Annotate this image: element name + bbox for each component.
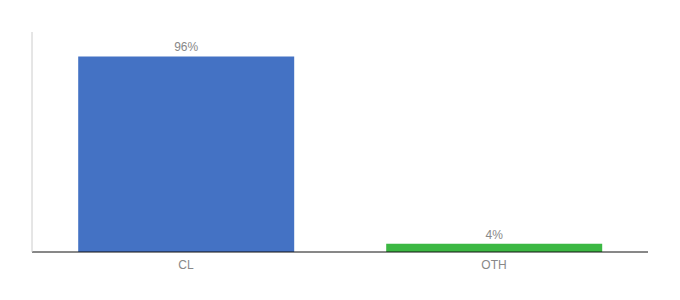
- svg-text:CL: CL: [178, 258, 194, 272]
- svg-text:OTH: OTH: [481, 258, 506, 272]
- svg-text:96%: 96%: [174, 40, 198, 54]
- svg-text:4%: 4%: [486, 228, 504, 242]
